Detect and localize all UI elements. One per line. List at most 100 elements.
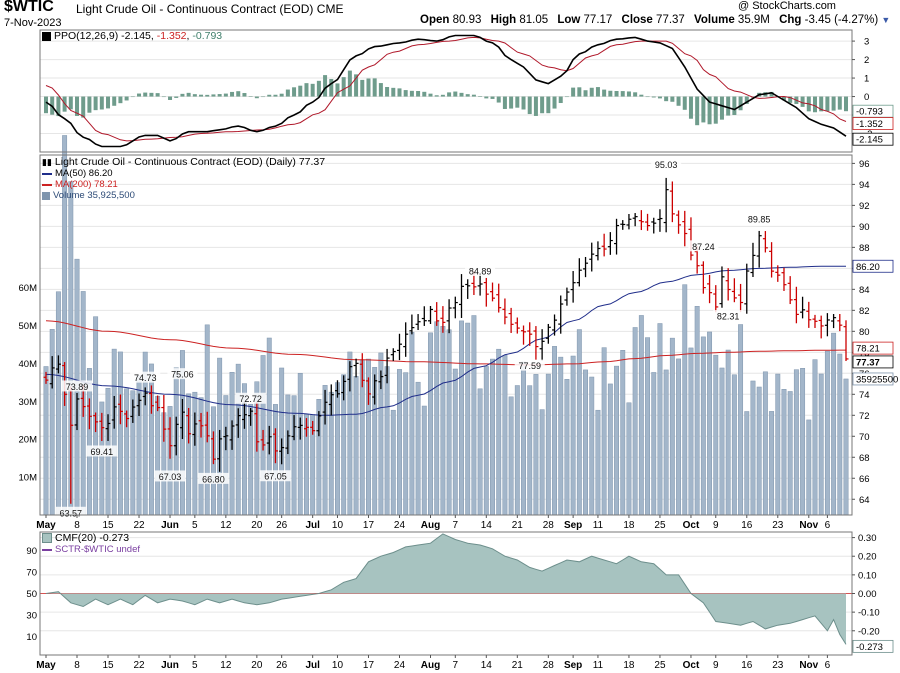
annotation-bg bbox=[155, 470, 186, 482]
volume-bar bbox=[651, 372, 657, 516]
sctr-y-tick-label: 30 bbox=[26, 610, 37, 621]
ppo-hist-bar bbox=[676, 96, 681, 106]
volume-bar bbox=[632, 327, 638, 516]
ppo-hist-bar bbox=[540, 96, 545, 114]
ppo-hist-bar bbox=[726, 96, 731, 116]
ma200-line bbox=[45, 320, 846, 366]
volume-bar bbox=[775, 373, 781, 516]
x-tick-label: 18 bbox=[623, 660, 635, 671]
ppo-hist-bar bbox=[409, 90, 414, 97]
ma50-line bbox=[45, 265, 846, 416]
ma50-legend-label: MA(50) 86.20 bbox=[55, 168, 113, 179]
volume-bar bbox=[533, 374, 539, 516]
annotation-bg bbox=[744, 212, 775, 224]
x-tick-label: May bbox=[36, 660, 56, 671]
ppo-swatch bbox=[42, 31, 51, 41]
ppo-value-tag-bg bbox=[852, 132, 894, 146]
volume-bar bbox=[155, 395, 161, 516]
ppo-hist-bar bbox=[633, 92, 638, 97]
ppo-hist-bar bbox=[155, 93, 160, 97]
ppo-hist-bar bbox=[602, 89, 607, 97]
annotation-bg bbox=[55, 506, 86, 518]
value-tags: -0.793-1.352 -2.145 86.20 78.21 77.37 3592550… bbox=[852, 104, 898, 653]
ppo-hist-bar bbox=[354, 74, 359, 97]
ppo-hist-bar bbox=[589, 87, 594, 97]
annotation-bg bbox=[86, 445, 117, 457]
volume-bar bbox=[781, 389, 787, 516]
ppo-hist-bar bbox=[366, 78, 371, 97]
x-tick-label: 8 bbox=[74, 660, 80, 671]
volume-bar bbox=[806, 419, 812, 516]
ppo-hist-bar bbox=[558, 96, 563, 104]
volume-bar bbox=[744, 411, 750, 516]
price-annotation: 77.59 bbox=[518, 361, 541, 371]
price-annotations: 73.89 63.57 69.41 74.73 75.06 67.03 66.80 72.72… bbox=[55, 158, 775, 518]
volume-bar bbox=[192, 391, 198, 516]
volume-bar bbox=[713, 354, 719, 516]
annotation-bg bbox=[651, 158, 682, 170]
x-tick-label: 22 bbox=[133, 520, 145, 531]
x-tick-label: Sep bbox=[564, 660, 582, 671]
volume-bar bbox=[576, 329, 582, 516]
volume-bar bbox=[415, 381, 421, 516]
volume-bar bbox=[688, 347, 694, 516]
price-y-tick-label: 66 bbox=[859, 474, 870, 485]
cmf-y-tick-label: 0.20 bbox=[858, 552, 877, 563]
volume-legend-row: Volume 35,925,500 bbox=[42, 190, 135, 201]
x-tick-label: 20 bbox=[251, 520, 263, 531]
price-legend-title-row: ▮▮ Light Crude Oil - Continuous Contract… bbox=[42, 156, 325, 168]
volume-bar bbox=[769, 411, 775, 516]
volume-bar bbox=[508, 396, 514, 516]
x-tick-label: 10 bbox=[332, 660, 344, 671]
volume-bar bbox=[421, 405, 427, 516]
annotation-bg bbox=[260, 470, 291, 482]
ppo-hist-bar bbox=[143, 92, 148, 97]
volume-bar bbox=[397, 369, 402, 516]
ppo-hist-bar bbox=[397, 88, 402, 97]
cmf-legend-row: CMF(20) -0.273 bbox=[42, 532, 129, 544]
ppo-hist-bar bbox=[515, 96, 520, 108]
ppo-hist-bar bbox=[44, 96, 48, 114]
ppo-hist-bar bbox=[577, 87, 582, 97]
volume-bar bbox=[111, 348, 117, 516]
ma200-legend-row: MA(200) 78.21 bbox=[42, 179, 118, 190]
ppo-hist-bar bbox=[527, 96, 532, 115]
volume-bar bbox=[502, 355, 508, 516]
x-tick-label: 6 bbox=[825, 520, 831, 531]
volume-bar bbox=[117, 351, 123, 516]
instrument-name: Light Crude Oil - Continuous Contract (E… bbox=[76, 2, 314, 16]
ppo-hist-bar bbox=[192, 94, 197, 97]
x-tick-label: 11 bbox=[593, 520, 604, 531]
dropdown-triangle-icon[interactable]: ▼ bbox=[881, 15, 891, 25]
volume-bar bbox=[490, 358, 495, 516]
ppo-hist-bar bbox=[385, 86, 390, 97]
volume-bar bbox=[738, 324, 744, 516]
sctr-y-tick-label: 70 bbox=[26, 568, 37, 579]
close-label: Close bbox=[621, 14, 653, 26]
price-y-tick-label: 88 bbox=[859, 243, 870, 254]
volume-bar bbox=[471, 315, 477, 516]
x-tick-label: Nov bbox=[799, 520, 818, 531]
x-tick-label: 20 bbox=[251, 660, 263, 671]
price-annotation: 73.89 bbox=[66, 382, 89, 392]
ppo-hist-bar bbox=[161, 96, 166, 98]
cmf-legend-label: CMF(20) -0.273 bbox=[55, 532, 130, 544]
ppo-hist-bar bbox=[316, 80, 321, 97]
volume-label: Volume bbox=[694, 14, 735, 26]
ticker-description: Light Crude Oil - Continuous Contract (E… bbox=[76, 2, 343, 16]
price-annotation: 67.03 bbox=[159, 472, 182, 482]
volume-bar bbox=[638, 315, 644, 516]
exchange-label: CME bbox=[316, 2, 344, 16]
x-tick-label: 12 bbox=[220, 660, 232, 671]
x-tick-label: 7 bbox=[453, 520, 459, 531]
cmf-tag: -0.273 bbox=[856, 642, 883, 653]
ppo-hist-bar bbox=[360, 79, 365, 97]
ppo-hist-bar bbox=[608, 90, 613, 97]
volume-bar bbox=[607, 383, 613, 516]
price-legend: ▮▮ Light Crude Oil - Continuous Contract… bbox=[42, 156, 325, 201]
volume-y-tick-label: 40M bbox=[19, 359, 38, 370]
ppo-hist-bar bbox=[825, 96, 830, 112]
volume-bar bbox=[440, 326, 446, 516]
price-y-tick-label: 94 bbox=[859, 180, 870, 191]
